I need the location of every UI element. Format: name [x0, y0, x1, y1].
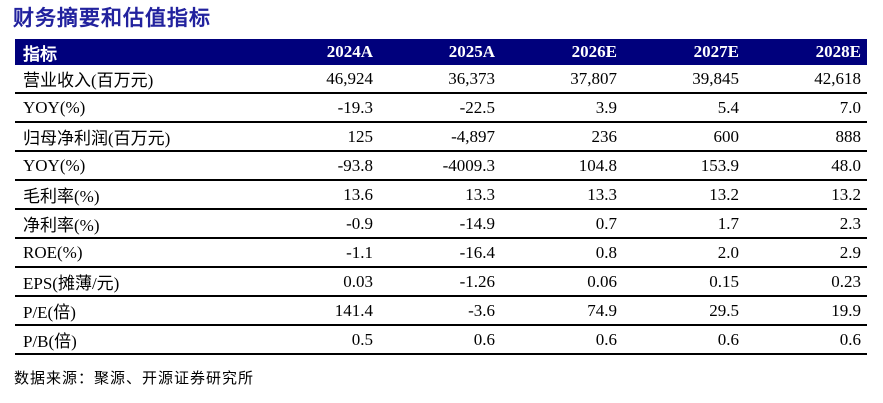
row-value: 46,924 — [257, 65, 379, 94]
row-value: -4,897 — [379, 122, 501, 152]
row-label: 毛利率(%) — [15, 180, 257, 210]
table-row: 归母净利润(百万元) 125 -4,897 236 600 888 — [15, 122, 867, 152]
table-body: 营业收入(百万元) 46,924 36,373 37,807 39,845 42,618 Y… — [15, 65, 867, 355]
row-value: 2.0 — [623, 238, 745, 268]
column-header-2025a: 2025A — [379, 39, 501, 65]
table-row: ROE(%) -1.1 -16.4 0.8 2.0 2.9 — [15, 238, 867, 268]
column-header-2026e: 2026E — [501, 39, 623, 65]
table-row: YOY(%) -93.8 -4009.3 104.8 153.9 48.0 — [15, 151, 867, 181]
row-label: ROE(%) — [15, 238, 257, 268]
column-header-2028e: 2028E — [745, 39, 867, 65]
row-value: 0.5 — [257, 325, 379, 355]
row-value: 125 — [257, 122, 379, 152]
table-row: P/B(倍) 0.5 0.6 0.6 0.6 0.6 — [15, 325, 867, 355]
row-value: 74.9 — [501, 296, 623, 326]
table-row: 营业收入(百万元) 46,924 36,373 37,807 39,845 42,618 — [15, 65, 867, 94]
row-value: 141.4 — [257, 296, 379, 326]
row-value: 236 — [501, 122, 623, 152]
row-label: YOY(%) — [15, 93, 257, 123]
row-label: 净利率(%) — [15, 209, 257, 239]
row-value: 29.5 — [623, 296, 745, 326]
row-value: -0.9 — [257, 209, 379, 239]
row-value: -93.8 — [257, 151, 379, 181]
table-row: EPS(摊薄/元) 0.03 -1.26 0.06 0.15 0.23 — [15, 267, 867, 297]
row-value: -4009.3 — [379, 151, 501, 181]
row-value: 0.8 — [501, 238, 623, 268]
row-value: 13.6 — [257, 180, 379, 210]
row-value: 600 — [623, 122, 745, 152]
column-header-2024a: 2024A — [257, 39, 379, 65]
row-value: 13.2 — [623, 180, 745, 210]
row-value: -3.6 — [379, 296, 501, 326]
row-value: 13.2 — [745, 180, 867, 210]
row-value: -16.4 — [379, 238, 501, 268]
row-value: 888 — [745, 122, 867, 152]
financial-summary-table: 指标 2024A 2025A 2026E 2027E 2028E 营业收入(百万… — [15, 39, 867, 355]
row-label: 营业收入(百万元) — [15, 65, 257, 94]
table-row: P/E(倍) 141.4 -3.6 74.9 29.5 19.9 — [15, 296, 867, 326]
row-value: 0.6 — [623, 325, 745, 355]
row-value: 36,373 — [379, 65, 501, 94]
row-value: -19.3 — [257, 93, 379, 123]
table-row: 净利率(%) -0.9 -14.9 0.7 1.7 2.3 — [15, 209, 867, 239]
row-value: 0.7 — [501, 209, 623, 239]
row-value: 0.6 — [379, 325, 501, 355]
row-value: -22.5 — [379, 93, 501, 123]
row-label: P/E(倍) — [15, 296, 257, 326]
row-value: 1.7 — [623, 209, 745, 239]
row-value: 5.4 — [623, 93, 745, 123]
data-source-note: 数据来源：聚源、开源证券研究所 — [14, 371, 255, 387]
row-value: 7.0 — [745, 93, 867, 123]
row-value: 0.23 — [745, 267, 867, 297]
row-label: P/B(倍) — [15, 325, 257, 355]
column-header-indicator: 指标 — [15, 39, 257, 65]
row-value: 0.6 — [501, 325, 623, 355]
row-value: 48.0 — [745, 151, 867, 181]
row-value: 39,845 — [623, 65, 745, 94]
table-row: 毛利率(%) 13.6 13.3 13.3 13.2 13.2 — [15, 180, 867, 210]
row-label: YOY(%) — [15, 151, 257, 181]
page-title: 财务摘要和估值指标 — [13, 6, 211, 30]
table-header-row: 指标 2024A 2025A 2026E 2027E 2028E — [15, 39, 867, 65]
table-row: YOY(%) -19.3 -22.5 3.9 5.4 7.0 — [15, 93, 867, 123]
row-value: 42,618 — [745, 65, 867, 94]
row-value: 0.06 — [501, 267, 623, 297]
row-value: 19.9 — [745, 296, 867, 326]
row-value: 37,807 — [501, 65, 623, 94]
row-value: -14.9 — [379, 209, 501, 239]
row-value: 153.9 — [623, 151, 745, 181]
row-value: 3.9 — [501, 93, 623, 123]
column-header-2027e: 2027E — [623, 39, 745, 65]
row-value: 0.15 — [623, 267, 745, 297]
row-value: 2.3 — [745, 209, 867, 239]
row-value: 13.3 — [379, 180, 501, 210]
row-label: EPS(摊薄/元) — [15, 267, 257, 297]
row-value: 13.3 — [501, 180, 623, 210]
row-value: 2.9 — [745, 238, 867, 268]
row-value: -1.1 — [257, 238, 379, 268]
row-label: 归母净利润(百万元) — [15, 122, 257, 152]
row-value: 0.03 — [257, 267, 379, 297]
row-value: -1.26 — [379, 267, 501, 297]
row-value: 104.8 — [501, 151, 623, 181]
row-value: 0.6 — [745, 325, 867, 355]
